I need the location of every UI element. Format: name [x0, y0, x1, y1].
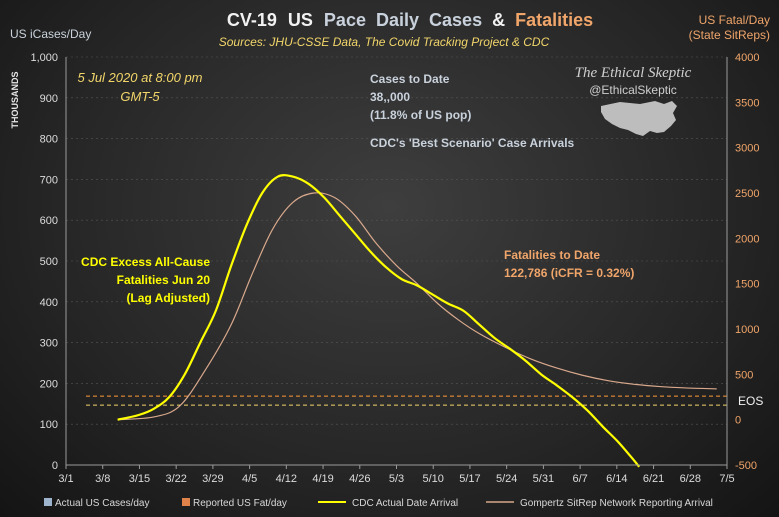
chart-subtitle: Sources: JHU-CSSE Data, The Covid Tracki… — [219, 35, 550, 49]
watermark-handle: @EthicalSkeptic — [589, 83, 677, 97]
left-tick-label: 600 — [40, 215, 58, 227]
legend-swatch-fatalities — [182, 498, 190, 506]
reference-lines — [86, 395, 727, 406]
x-tick-label: 5/10 — [423, 473, 444, 485]
title-part: Cases — [429, 10, 482, 30]
excess-annotation-line3: (Lag Adjusted) — [126, 291, 210, 305]
x-tick-label: 6/21 — [643, 473, 664, 485]
title-part: Fatalities — [515, 10, 593, 30]
legend-cases: Actual US Cases/day — [55, 498, 150, 509]
x-tick-label: 4/5 — [242, 473, 257, 485]
right-axis-title: US Fatal/Day — [699, 13, 770, 27]
x-tick-label: 5/17 — [459, 473, 480, 485]
x-tick-label: 6/28 — [680, 473, 701, 485]
right-tick-label: -500 — [735, 460, 757, 472]
right-tick-label: 4000 — [735, 52, 759, 64]
right-tick-label: 2500 — [735, 188, 759, 200]
right-tick-label: 3000 — [735, 143, 759, 155]
legend: Actual US Cases/day Reported US Fat/day … — [44, 498, 713, 509]
x-tick-label: 4/19 — [312, 473, 333, 485]
x-tick-label: 4/26 — [349, 473, 370, 485]
left-tick-label: 500 — [40, 256, 58, 268]
cases-to-date-title: Cases to Date — [370, 72, 450, 86]
watermark-name: The Ethical Skeptic — [575, 65, 692, 81]
x-tick-label: 3/15 — [129, 473, 150, 485]
left-tick-label: 1,000 — [30, 52, 58, 64]
eos-label: EOS — [738, 394, 763, 408]
x-tick-label: 5/3 — [389, 473, 404, 485]
date-stamp-tz: GMT-5 — [120, 89, 160, 104]
left-tick-label: 400 — [40, 297, 58, 309]
cdc-actual-line — [117, 174, 641, 468]
left-tick-label: 100 — [40, 419, 58, 431]
excess-annotation-line1: CDC Excess All-Cause — [81, 255, 210, 269]
right-tick-label: 500 — [735, 369, 753, 381]
us-map-icon — [601, 101, 677, 136]
left-tick-label: 700 — [40, 174, 58, 186]
legend-swatch-cases — [44, 498, 52, 506]
left-axis-units: THOUSANDS — [10, 71, 20, 128]
title-part: Pace — [324, 10, 366, 30]
left-tick-label: 300 — [40, 338, 58, 350]
cdc-best-scenario-label: CDC's 'Best Scenario' Case Arrivals — [370, 136, 575, 150]
excess-annotation-line2: Fatalities Jun 20 — [117, 273, 211, 287]
cases-to-date-value: 38,,000 — [370, 90, 410, 104]
x-tick-label: 6/7 — [572, 473, 587, 485]
left-tick-label: 900 — [40, 93, 58, 105]
x-tick-label: 3/22 — [165, 473, 186, 485]
x-tick-label: 6/14 — [606, 473, 627, 485]
right-tick-label: 3500 — [735, 97, 759, 109]
right-tick-label: 0 — [735, 415, 741, 427]
legend-fatalities: Reported US Fat/day — [193, 498, 287, 509]
fatalities-to-date-title: Fatalities to Date — [504, 248, 600, 262]
title-part: & — [492, 10, 505, 30]
x-tick-label: 5/24 — [496, 473, 517, 485]
x-tick-label: 5/31 — [533, 473, 554, 485]
axes: 0 100 200 300 400 500 600 700 800 900 1,000 -500 0 50… — [30, 52, 759, 485]
x-tick-label: 3/8 — [95, 473, 110, 485]
date-stamp: 5 Jul 2020 at 8:00 pm — [77, 70, 202, 85]
x-tick-label: 3/29 — [202, 473, 223, 485]
gompertz-line — [117, 192, 717, 421]
right-tick-label: 1000 — [735, 324, 759, 336]
legend-cdc: CDC Actual Date Arrival — [352, 498, 458, 509]
legend-gompertz: Gompertz SitRep Network Reporting Arriva… — [520, 498, 713, 509]
left-tick-label: 0 — [52, 460, 58, 472]
right-tick-label: 2000 — [735, 233, 759, 245]
chart-title: CV-19 US Pace Daily Cases & Fatalities — [227, 10, 593, 30]
left-tick-label: 800 — [40, 134, 58, 146]
x-tick-label: 7/5 — [719, 473, 734, 485]
title-part: Daily — [376, 10, 419, 30]
fatalities-to-date-value: 122,786 (iCFR = 0.32%) — [504, 266, 634, 280]
cases-pct-of-pop: (11.8% of US pop) — [370, 108, 471, 122]
left-axis-title: US iCases/Day — [10, 27, 91, 41]
right-axis-subtitle: (State SitReps) — [689, 28, 770, 42]
x-tick-label: 3/1 — [58, 473, 73, 485]
left-tick-label: 200 — [40, 378, 58, 390]
right-tick-label: 1500 — [735, 279, 759, 291]
title-part: CV-19 — [227, 10, 277, 30]
title-part: US — [288, 10, 313, 30]
x-tick-label: 4/12 — [276, 473, 297, 485]
